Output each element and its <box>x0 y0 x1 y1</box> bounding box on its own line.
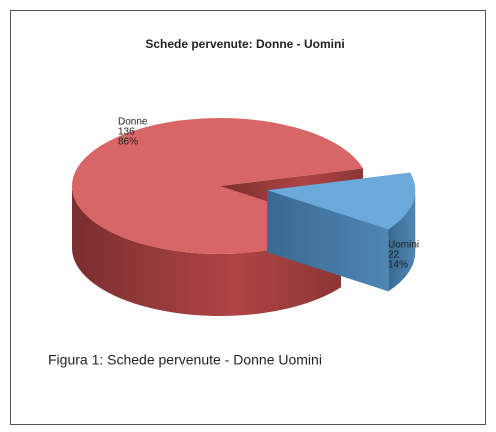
data-label: 136 <box>118 127 135 138</box>
slice-top <box>267 172 416 230</box>
percent-label: 86% <box>118 137 138 148</box>
caption: Figura 1: Schede pervenute - Donne Uomin… <box>48 352 322 368</box>
slice-face <box>267 190 389 292</box>
data-label: 22 <box>388 250 400 261</box>
slice-side <box>388 190 416 292</box>
legend-name: Donne <box>118 117 148 128</box>
chart-title: Schede pervenute: Donne - Uomini <box>145 37 344 51</box>
slice-side <box>72 186 342 316</box>
legend-name: Uomini <box>388 240 419 251</box>
percent-label: 14% <box>388 260 408 271</box>
